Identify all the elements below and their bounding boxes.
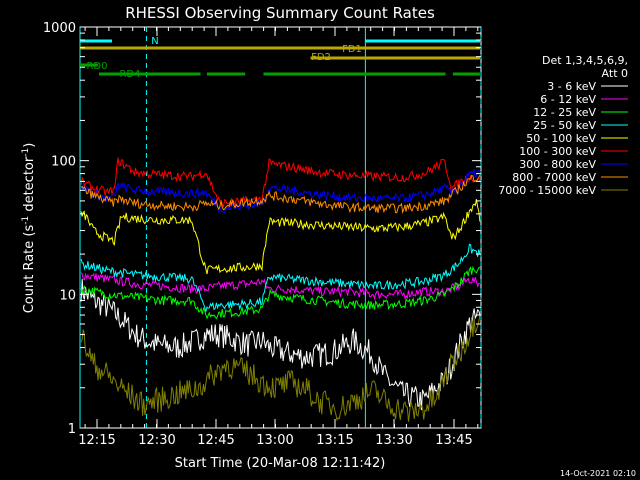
legend-header-attenuator: Att 0 <box>602 67 628 80</box>
x-tick-label: 13:45 <box>435 433 472 448</box>
annotation-label-rd0: RD0 <box>86 61 107 72</box>
series-line-7 <box>80 174 481 215</box>
timestamp: 14-Oct-2021 02:10 <box>560 469 636 478</box>
y-tick-label: 100 <box>51 155 76 170</box>
y-axis-label-sup2: -1 <box>21 148 31 157</box>
y-axis-label-mid: detector <box>22 156 37 216</box>
vertical-markers <box>79 27 482 428</box>
series-lines <box>80 157 481 422</box>
state-annotations: N FD1 FD2 RD0 RD4 <box>80 36 480 80</box>
series-line-5 <box>80 157 481 208</box>
x-tick-label: 12:45 <box>197 433 234 448</box>
y-axis-label-sup1: -1 <box>21 216 31 225</box>
x-axis-ticks: 12:15 12:30 12:45 13:00 13:15 13:30 13:45 <box>78 27 479 448</box>
annotation-label-n: N <box>151 36 158 47</box>
legend-header-detectors: Det 1,3,4,5,6,9, <box>542 54 628 67</box>
series-line-6 <box>80 169 481 214</box>
series-line-4 <box>80 199 481 275</box>
series-line-3 <box>80 243 481 312</box>
annotation-label-rd4: RD4 <box>119 69 140 80</box>
legend-label: 3 - 6 keV <box>547 80 596 93</box>
series-line-8 <box>80 314 481 422</box>
x-tick-label: 12:15 <box>78 433 115 448</box>
legend-label: 800 - 7000 keV <box>512 171 596 184</box>
legend-label: 50 - 100 keV <box>526 132 596 145</box>
y-axis-label: Count Rate (s-1 detector-1) <box>21 143 37 314</box>
annotation-label-fd2: FD2 <box>311 52 331 63</box>
x-tick-label: 12:30 <box>138 433 175 448</box>
y-tick-label: 10 <box>59 288 76 303</box>
x-tick-label: 13:00 <box>256 433 293 448</box>
series-line-0 <box>80 279 481 411</box>
series-line-1 <box>80 272 481 301</box>
legend-label: 300 - 800 keV <box>519 158 596 171</box>
legend-label: 25 - 50 keV <box>533 119 596 132</box>
annotation-label-fd1: FD1 <box>342 44 362 55</box>
chart-title: RHESSI Observing Summary Count Rates <box>125 4 435 22</box>
y-tick-label: 1 <box>68 422 76 437</box>
x-tick-label: 13:15 <box>316 433 353 448</box>
legend-label: 100 - 300 keV <box>519 145 596 158</box>
series-line-2 <box>80 265 481 320</box>
x-tick-label: 13:30 <box>375 433 412 448</box>
legend-label: 7000 - 15000 keV <box>498 184 596 197</box>
y-axis-label-end: ) <box>22 143 37 148</box>
legend-label: 12 - 25 keV <box>533 106 596 119</box>
y-tick-label: 1000 <box>43 21 76 36</box>
y-axis-ticks: 1 10 100 1000 <box>43 21 481 437</box>
x-axis-label: Start Time (20-Mar-08 12:11:42) <box>175 456 386 471</box>
legend-label: 6 - 12 keV <box>540 93 596 106</box>
y-axis-label-main: Count Rate (s <box>22 225 37 314</box>
